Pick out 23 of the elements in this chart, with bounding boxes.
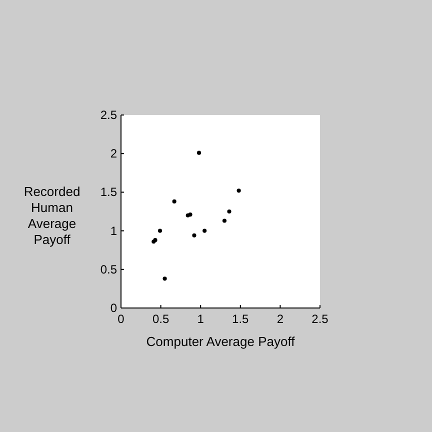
point: [188, 212, 192, 217]
y-tick-label: 2.5: [100, 108, 118, 122]
point: [172, 199, 176, 204]
x-tick-label: 2.5: [312, 312, 329, 326]
x-tick-label: 2: [276, 312, 284, 326]
y-tick-label: 2: [110, 146, 118, 161]
x-tick-label: 1.5: [232, 312, 250, 326]
x-tick-label: 0.5: [152, 312, 170, 326]
point: [202, 228, 207, 233]
point: [196, 150, 202, 155]
y-tick-label: 1.5: [100, 185, 118, 200]
x-tick-label: 1: [197, 312, 204, 326]
point: [162, 276, 167, 281]
point: [236, 188, 241, 193]
point: [222, 218, 227, 223]
x-axis-title: Computer Average Payoff: [146, 334, 296, 349]
point: [158, 228, 162, 233]
y-tick-label: 0: [110, 301, 118, 315]
y-tick-label: 0.5: [100, 262, 118, 276]
y-tick-label: 1: [110, 224, 118, 238]
point: [227, 209, 232, 214]
point: [192, 233, 196, 238]
y-axis-title: Recorded Human Average Payoff: [24, 184, 80, 247]
